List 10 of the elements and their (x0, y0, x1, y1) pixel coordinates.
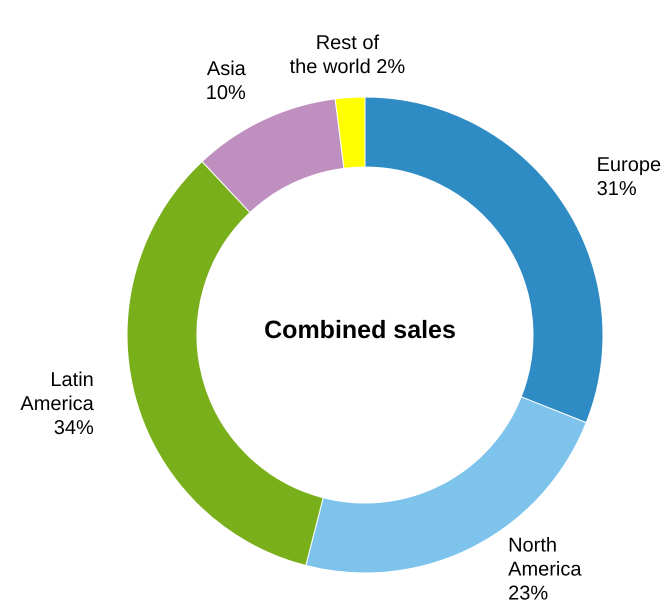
slice-label: Rest of the world 2% (290, 32, 406, 78)
slice-label: Asia (206, 58, 247, 80)
slice-label: Europe (596, 154, 662, 176)
slice-label: Latin America (20, 368, 95, 415)
data-label: 10% (206, 82, 246, 104)
slice-label: North America (508, 534, 582, 580)
data-label: 23% (508, 582, 548, 602)
data-label: 34% (54, 416, 94, 439)
text: Combined sales (263, 315, 457, 346)
data-label: 31% (596, 178, 637, 200)
